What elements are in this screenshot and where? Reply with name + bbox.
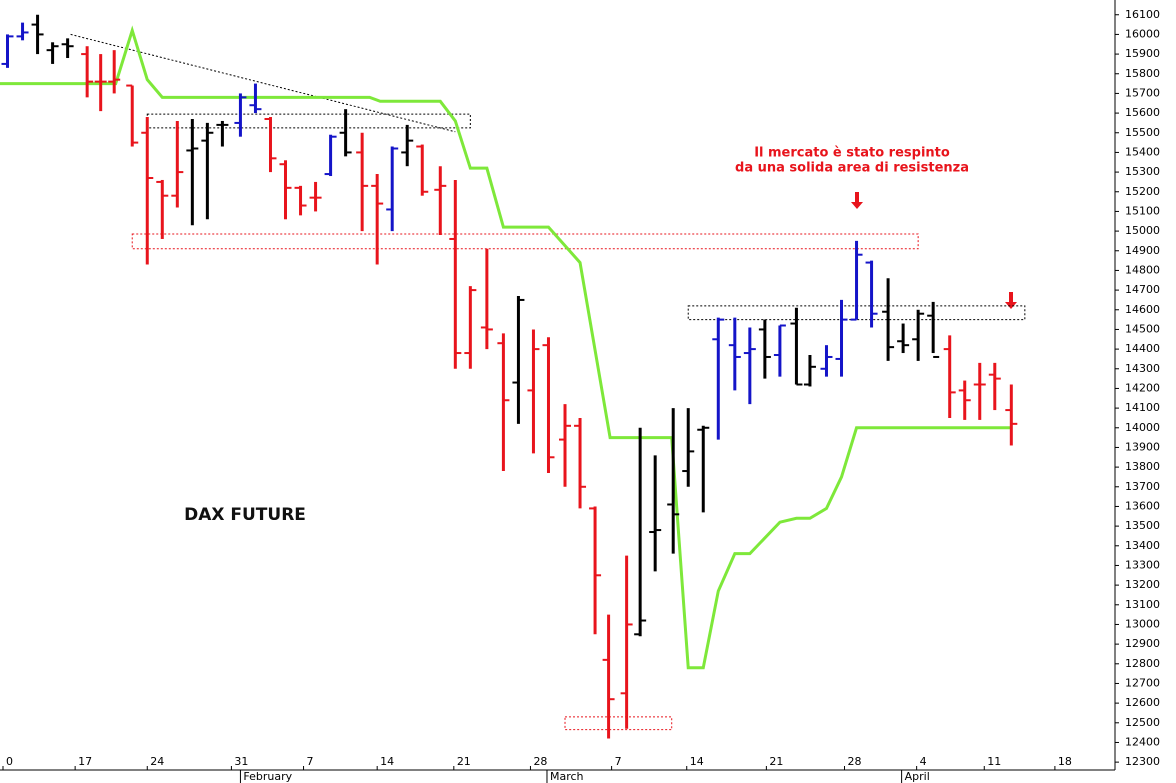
y-tick-label: 13400 [1125,539,1160,552]
y-tick-label: 13800 [1125,460,1160,473]
y-tick-label: 13000 [1125,617,1160,630]
y-tick-label: 14100 [1125,401,1160,414]
x-tick-label: 17 [78,755,92,768]
annotation: da una solida area di resistenza [735,161,969,176]
y-tick-label: 14500 [1125,322,1160,335]
y-tick-label: 13500 [1125,519,1160,532]
y-tick-label: 15600 [1125,106,1160,119]
y-tick-label: 14400 [1125,342,1160,355]
y-tick-label: 16000 [1125,27,1160,40]
trendline [70,33,456,133]
y-tick-label: 14000 [1125,421,1160,434]
y-tick-label: 13700 [1125,480,1160,493]
y-tick-label: 12500 [1125,716,1160,729]
y-tick-label: 15700 [1125,86,1160,99]
x-tick-label: 31 [234,755,248,768]
x-tick-label: 28 [848,755,862,768]
y-tick-label: 13600 [1125,499,1160,512]
x-tick-label: 21 [769,755,783,768]
y-tick-label: 14300 [1125,362,1160,375]
chart-title: DAX FUTURE [184,505,306,525]
annotation: Il mercato è stato respinto [754,146,950,161]
y-tick-label: 13100 [1125,598,1160,611]
zone [131,233,919,250]
y-tick-label: 16100 [1125,8,1160,21]
y-tick-label: 14600 [1125,303,1160,316]
y-tick-label: 15100 [1125,204,1160,217]
y-tick-label: 15400 [1125,145,1160,158]
y-tick-label: 15000 [1125,224,1160,237]
y-tick-label: 14900 [1125,244,1160,257]
y-tick-label: 15300 [1125,165,1160,178]
x-tick-label: 14 [380,755,394,768]
x-tick-label: 0 [6,755,13,768]
y-tick-label: 14200 [1125,381,1160,394]
y-tick-label: 13900 [1125,440,1160,453]
y-tick-label: 12400 [1125,735,1160,748]
x-tick-label: 18 [1058,755,1072,768]
y-tick-label: 12700 [1125,676,1160,689]
x-tick-label: 7 [615,755,622,768]
y-tick-label: 15900 [1125,47,1160,60]
y-tick-label: 13200 [1125,578,1160,591]
y-tick-label: 14700 [1125,283,1160,296]
month-label: March [550,770,584,783]
stop-line [0,25,1012,670]
y-tick-label: 12300 [1125,755,1160,768]
y-tick-label: 12900 [1125,637,1160,650]
arrow [1005,292,1017,309]
x-tick-label: 7 [307,755,314,768]
y-tick-label: 12600 [1125,696,1160,709]
x-tick-label: 21 [457,755,471,768]
zone [564,716,673,731]
y-tick-label: 15500 [1125,126,1160,139]
month-label: February [243,770,292,783]
y-tick-label: 15800 [1125,67,1160,80]
arrow [851,192,863,209]
x-tick-label: 11 [987,755,1001,768]
y-tick-label: 12800 [1125,657,1160,670]
y-tick-label: 13300 [1125,558,1160,571]
y-tick-label: 15200 [1125,185,1160,198]
x-tick-label: 28 [533,755,547,768]
zone [146,113,471,129]
x-tick-label: 24 [150,755,164,768]
y-tick-label: 14800 [1125,263,1160,276]
x-tick-label: 14 [690,755,704,768]
x-tick-label: 4 [920,755,927,768]
month-label: April [905,770,930,783]
